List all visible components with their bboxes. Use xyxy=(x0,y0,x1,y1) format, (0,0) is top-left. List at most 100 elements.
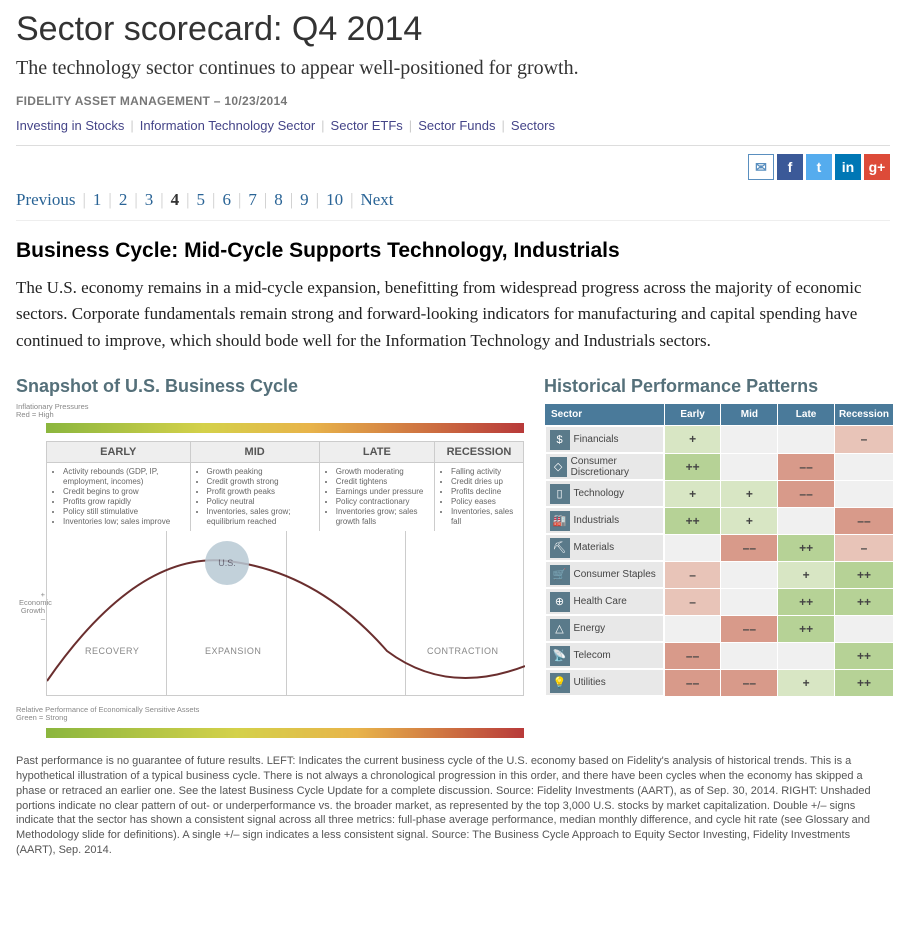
perf-row: $Financials+– xyxy=(545,426,894,454)
sector-icon: 📡 xyxy=(550,646,570,666)
sector-cell: 🛒 Consumer Staples xyxy=(545,561,664,588)
phase-header: RECESSION xyxy=(434,441,523,462)
perf-cell xyxy=(778,642,835,669)
next-link[interactable]: Next xyxy=(360,190,393,209)
perf-cell xyxy=(664,534,721,561)
perf-row: ⊕Health Care–++++ xyxy=(545,588,894,615)
perf-cell: ++ xyxy=(664,507,721,534)
sector-name: Financials xyxy=(574,434,619,445)
perf-cell: –– xyxy=(721,534,778,561)
perf-cell xyxy=(778,426,835,454)
sector-name: Energy xyxy=(574,623,606,634)
perf-cell xyxy=(664,615,721,642)
sector-icon: 🏭 xyxy=(550,511,570,531)
perf-cell xyxy=(721,642,778,669)
performance-table: SectorEarlyMidLateRecession $Financials+… xyxy=(544,403,894,697)
perf-cell: –– xyxy=(834,507,893,534)
recovery-label: RECOVERY xyxy=(85,646,139,656)
sensitive-assets-label: Relative Performance of Economically Sen… xyxy=(16,706,524,723)
phase-table: EARLYMIDLATERECESSION Activity rebounds … xyxy=(46,441,524,531)
perf-cell: ++ xyxy=(778,588,835,615)
prev-link[interactable]: Previous xyxy=(16,190,76,209)
page-link[interactable]: 2 xyxy=(119,190,128,209)
perf-cell: –– xyxy=(664,642,721,669)
phase-header: MID xyxy=(190,441,319,462)
perf-col-header: Early xyxy=(664,404,721,426)
perf-cell: ++ xyxy=(778,534,835,561)
perf-cell: –– xyxy=(778,480,835,507)
sector-icon: ◇ xyxy=(550,457,567,477)
sector-icon: 🛒 xyxy=(550,565,570,585)
perf-cell: ++ xyxy=(834,669,893,696)
page-subtitle: The technology sector continues to appea… xyxy=(16,57,890,80)
page-link[interactable]: 6 xyxy=(222,190,231,209)
page-link[interactable]: 9 xyxy=(300,190,309,209)
phase-bullets: Growth moderatingCredit tightensEarnings… xyxy=(319,462,434,531)
googleplus-icon[interactable]: g+ xyxy=(864,154,890,180)
perf-cell: + xyxy=(664,480,721,507)
perf-cell: –– xyxy=(721,669,778,696)
perf-cell: –– xyxy=(721,615,778,642)
perf-cell xyxy=(721,588,778,615)
sector-cell: 💡Utilities xyxy=(545,669,664,696)
sector-cell: ◇Consumer Discretionary xyxy=(545,453,664,480)
sector-cell: 🏭Industrials xyxy=(545,507,664,534)
us-marker: U.S. xyxy=(205,541,249,585)
page-link[interactable]: 8 xyxy=(274,190,283,209)
sector-name: Health Care xyxy=(574,596,627,607)
tag-link[interactable]: Sectors xyxy=(511,118,555,133)
tag-link[interactable]: Sector ETFs xyxy=(331,118,403,133)
page-link[interactable]: 5 xyxy=(197,190,206,209)
page-link[interactable]: 1 xyxy=(93,190,102,209)
sector-cell: 📡 Telecom xyxy=(545,642,664,669)
tag-row: Investing in Stocks|Information Technolo… xyxy=(16,118,890,146)
page-title: Sector scorecard: Q4 2014 xyxy=(16,10,890,49)
sector-name: Consumer Staples xyxy=(574,569,656,580)
perf-cell: – xyxy=(664,561,721,588)
page-link[interactable]: 10 xyxy=(326,190,343,209)
sector-name: Telecom xyxy=(574,650,611,661)
snapshot-title: Snapshot of U.S. Business Cycle xyxy=(16,376,524,397)
sector-icon: ⛏ xyxy=(550,538,570,558)
sector-icon: △ xyxy=(550,619,570,639)
source-line: FIDELITY ASSET MANAGEMENT – 10/23/2014 xyxy=(16,94,890,108)
tag-link[interactable]: Investing in Stocks xyxy=(16,118,124,133)
phase-bullets: Falling activityCredit dries upProfits d… xyxy=(434,462,523,531)
facebook-icon[interactable]: f xyxy=(777,154,803,180)
sector-icon: ⊕ xyxy=(550,592,570,612)
sector-cell: ⛏Materials xyxy=(545,534,664,561)
email-icon[interactable]: ✉ xyxy=(748,154,774,180)
patterns-title: Historical Performance Patterns xyxy=(544,376,894,397)
perf-cell: – xyxy=(664,588,721,615)
perf-cell: –– xyxy=(778,453,835,480)
sector-cell: ⊕ Health Care xyxy=(545,588,664,615)
perf-cell: ++ xyxy=(834,642,893,669)
sector-icon: ▯ xyxy=(550,484,570,504)
phase-bullets: Growth peakingCredit growth strongProfit… xyxy=(190,462,319,531)
perf-col-header: Mid xyxy=(721,404,778,426)
sensitive-gradient xyxy=(46,728,524,738)
twitter-icon[interactable]: t xyxy=(806,154,832,180)
sector-name: Technology xyxy=(574,488,625,499)
cycle-curve: U.S. RECOVERY EXPANSION CONTRACTION + Ec… xyxy=(46,531,524,696)
perf-cell: + xyxy=(778,669,835,696)
linkedin-icon[interactable]: in xyxy=(835,154,861,180)
page-link[interactable]: 7 xyxy=(248,190,257,209)
perf-row: 🏭Industrials+++–– xyxy=(545,507,894,534)
pagination: Previous|1|2|3|4|5|6|7|8|9|10|Next xyxy=(16,184,890,221)
phase-header: EARLY xyxy=(47,441,191,462)
contraction-label: CONTRACTION xyxy=(427,646,499,656)
perf-col-header: Late xyxy=(778,404,835,426)
perf-cell: – xyxy=(834,534,893,561)
tag-link[interactable]: Information Technology Sector xyxy=(140,118,315,133)
snapshot-chart: Snapshot of U.S. Business Cycle Inflatio… xyxy=(16,376,524,738)
perf-row: ⛏Materials ––++– xyxy=(545,534,894,561)
tag-link[interactable]: Sector Funds xyxy=(418,118,495,133)
page-link[interactable]: 3 xyxy=(145,190,154,209)
perf-cell: + xyxy=(664,426,721,454)
section-heading: Business Cycle: Mid-Cycle Supports Techn… xyxy=(16,239,890,263)
patterns-chart: Historical Performance Patterns SectorEa… xyxy=(544,376,894,738)
perf-cell: ++ xyxy=(834,561,893,588)
perf-col-header: Sector xyxy=(545,404,665,426)
perf-cell xyxy=(721,453,778,480)
